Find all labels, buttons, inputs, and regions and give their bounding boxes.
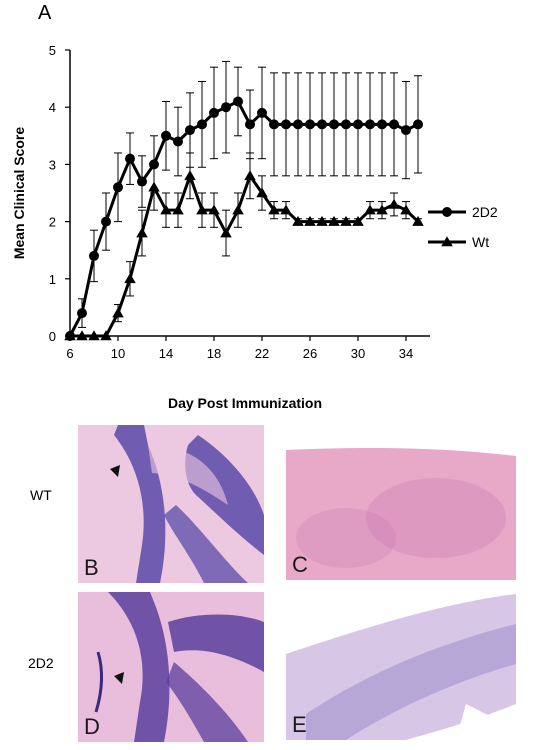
data-point-wt [100, 330, 112, 341]
x-tick-label: 26 [303, 346, 317, 361]
data-point-wt [244, 170, 256, 181]
data-point-wt [112, 307, 124, 318]
data-point-wt [364, 204, 376, 215]
micrograph-b-image [78, 425, 264, 583]
x-tick-label: 34 [399, 346, 413, 361]
data-point-2d2 [209, 107, 219, 118]
y-tick-label: 4 [49, 100, 56, 115]
x-axis-label: Day Post Immunization [168, 395, 322, 411]
data-point-wt [400, 204, 412, 215]
data-point-2d2 [233, 96, 243, 107]
x-tick-label: 30 [351, 346, 365, 361]
micrograph-e: E [286, 594, 516, 740]
data-point-wt [148, 181, 160, 192]
data-point-2d2 [89, 250, 99, 261]
data-point-wt [388, 198, 400, 209]
row-label-2d2: 2D2 [28, 655, 54, 671]
data-point-wt [412, 215, 424, 226]
data-point-wt [124, 273, 136, 284]
micrograph-e-image [286, 594, 516, 740]
data-point-wt [184, 170, 196, 181]
data-point-wt [292, 215, 304, 226]
data-point-2d2 [269, 119, 279, 130]
data-point-2d2 [305, 119, 315, 130]
data-point-wt [220, 227, 232, 238]
data-point-wt [208, 204, 220, 215]
data-point-wt [340, 215, 352, 226]
y-tick-label: 3 [49, 157, 56, 172]
data-point-2d2 [113, 182, 123, 193]
data-point-wt [304, 215, 316, 226]
row-label-wt: WT [30, 487, 52, 503]
x-tick-label: 22 [255, 346, 269, 361]
y-tick-label: 1 [49, 272, 56, 287]
data-point-wt [232, 204, 244, 215]
micrograph-d: D [78, 592, 264, 742]
data-point-wt [256, 187, 268, 198]
data-point-2d2 [413, 119, 423, 130]
legend-label-2d2: 2D2 [472, 204, 498, 220]
data-point-wt [136, 227, 148, 238]
y-tick-label: 0 [49, 329, 56, 344]
data-point-2d2 [317, 119, 327, 130]
data-point-2d2 [197, 119, 207, 130]
data-point-2d2 [221, 102, 231, 113]
x-tick-label: 10 [111, 346, 125, 361]
data-point-2d2 [341, 119, 351, 130]
data-point-wt [280, 204, 292, 215]
panel-label-a: A [38, 2, 52, 24]
y-tick-label: 2 [49, 215, 56, 230]
data-point-wt [160, 204, 172, 215]
y-axis-label: Mean Clinical Score [11, 127, 27, 259]
micrograph-c-label: C [292, 552, 308, 577]
data-point-2d2 [77, 308, 87, 319]
data-point-2d2 [125, 153, 135, 164]
data-point-wt [328, 215, 340, 226]
data-point-2d2 [173, 136, 183, 147]
y-tick-label: 5 [49, 43, 56, 58]
micrograph-c: C [286, 438, 516, 580]
micrograph-b-label: B [84, 555, 99, 580]
micrograph-c-image [286, 438, 516, 580]
data-point-wt [64, 330, 76, 341]
data-point-wt [316, 215, 328, 226]
data-point-wt [268, 204, 280, 215]
data-point-2d2 [329, 119, 339, 130]
data-point-2d2 [245, 119, 255, 130]
data-point-wt [196, 204, 208, 215]
data-point-2d2 [101, 216, 111, 227]
data-point-2d2 [389, 119, 399, 130]
data-point-wt [352, 215, 364, 226]
data-point-2d2 [401, 125, 411, 136]
micrograph-d-label: D [84, 714, 100, 739]
data-point-2d2 [365, 119, 375, 130]
x-tick-label: 18 [207, 346, 221, 361]
series-line-wt [70, 171, 420, 338]
data-point-2d2 [377, 119, 387, 130]
data-point-2d2 [185, 125, 195, 136]
legend-marker-wt [441, 236, 453, 247]
data-point-2d2 [137, 176, 147, 187]
legend-label-wt: Wt [472, 234, 489, 250]
micrograph-d-image [78, 592, 264, 742]
data-point-wt [88, 330, 100, 341]
legend-marker-2d2 [442, 207, 452, 217]
x-tick-label: 6 [66, 346, 73, 361]
data-point-2d2 [353, 119, 363, 130]
data-point-wt [172, 204, 184, 215]
micrograph-b: B [78, 425, 264, 583]
x-tick-label: 14 [159, 346, 173, 361]
data-point-wt [376, 204, 388, 215]
data-point-2d2 [161, 130, 171, 141]
data-point-2d2 [293, 119, 303, 130]
data-point-wt [76, 330, 88, 341]
data-point-2d2 [281, 119, 291, 130]
micrograph-e-label: E [292, 712, 307, 737]
data-point-2d2 [257, 107, 267, 118]
